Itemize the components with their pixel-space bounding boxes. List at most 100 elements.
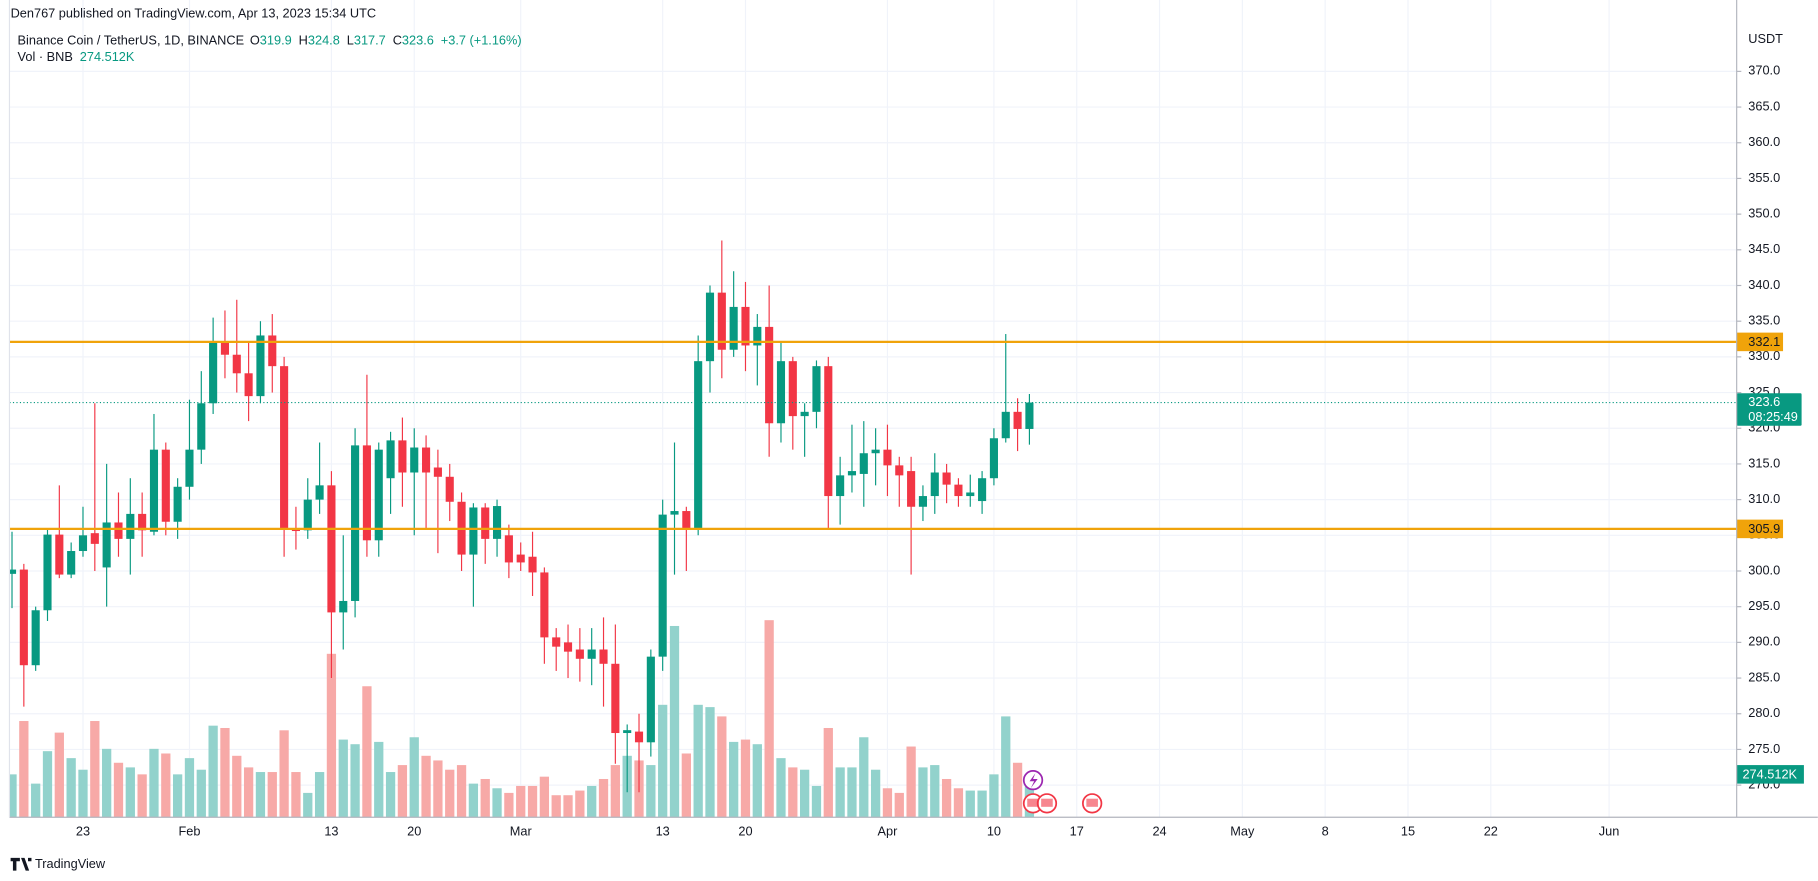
volume-bar xyxy=(776,758,786,818)
x-tick-label: 10 xyxy=(987,824,1001,839)
candle-body xyxy=(67,551,76,575)
volume-bar xyxy=(811,785,822,818)
candle-body xyxy=(540,572,549,638)
candle-body xyxy=(729,306,738,350)
flag-glyph xyxy=(1086,798,1098,807)
candle-body xyxy=(78,535,88,552)
candle-body xyxy=(611,663,620,734)
candle-body xyxy=(256,335,265,397)
logo-mark xyxy=(10,857,32,871)
candle-body xyxy=(930,472,939,497)
candle-body xyxy=(623,730,632,734)
volume-bar xyxy=(291,772,301,818)
volume-bar xyxy=(42,751,53,818)
candle-body xyxy=(422,447,431,473)
x-tick-label: 24 xyxy=(1152,824,1166,839)
candle-body xyxy=(847,471,857,476)
candle-body xyxy=(149,449,159,532)
volume-bar xyxy=(894,792,904,818)
y-tick-label: 350.0 xyxy=(1748,205,1780,220)
candle-body xyxy=(386,440,395,479)
ohlc-value: 319.9 xyxy=(260,33,292,48)
volume-bar xyxy=(54,732,64,818)
event-icons xyxy=(1022,770,1103,814)
overlay-layer: 270.0275.0280.0285.0290.0295.0300.0305.0… xyxy=(9,63,1804,839)
volume-bar xyxy=(102,748,112,818)
candle-body xyxy=(197,403,206,450)
volume-bar xyxy=(658,704,668,818)
countdown-label: 08:25:49 xyxy=(1748,409,1798,424)
published-note: Den767 published on TradingView.com, Apr… xyxy=(11,5,377,20)
candle-body xyxy=(966,492,975,497)
volume-bar xyxy=(208,725,218,818)
volume-bar xyxy=(539,776,550,818)
volume-legend: Vol · BNB 274.512K xyxy=(18,49,135,64)
volume-bar xyxy=(149,748,159,818)
x-tick-label: 20 xyxy=(407,824,421,839)
candle-body xyxy=(753,326,762,346)
candle-body xyxy=(776,361,786,424)
candle-body xyxy=(682,511,691,529)
volume-bar xyxy=(433,760,443,818)
volume-bar xyxy=(941,778,952,818)
volume-bar xyxy=(693,704,703,818)
volume-bar xyxy=(598,778,609,818)
volume-bar xyxy=(31,783,41,818)
volume-bar xyxy=(125,767,135,818)
volume-bar xyxy=(551,795,561,818)
volume-bar xyxy=(78,769,88,818)
volume-bar xyxy=(445,769,455,818)
candle-body xyxy=(528,556,537,573)
candle-body xyxy=(978,478,987,502)
candle-layer xyxy=(9,240,1034,793)
x-tick-label: 22 xyxy=(1484,824,1498,839)
volume-bar xyxy=(930,765,940,818)
volume-bar xyxy=(587,785,597,818)
y-tick-label: 355.0 xyxy=(1748,170,1780,185)
volume-bar xyxy=(243,767,254,818)
candle-body xyxy=(31,610,40,666)
candle-body xyxy=(209,342,218,404)
event-glyph xyxy=(1029,773,1038,789)
candle-body xyxy=(516,554,525,563)
volume-bar xyxy=(882,788,893,818)
volume-bar xyxy=(172,774,183,818)
volume-title: Vol · BNB xyxy=(18,49,73,64)
volume-bar xyxy=(326,653,337,818)
candle-body xyxy=(469,507,478,555)
candle-body xyxy=(942,472,951,485)
volume-bar xyxy=(220,727,230,818)
candle-body xyxy=(492,506,502,539)
candle-body xyxy=(90,533,99,544)
y-tick-label: 275.0 xyxy=(1748,741,1780,756)
candle-body xyxy=(883,449,892,466)
x-tick-label: 23 xyxy=(76,824,90,839)
volume-bar xyxy=(184,758,195,818)
volume-bar xyxy=(504,792,514,818)
candle-body xyxy=(836,475,845,497)
volume-bar xyxy=(303,792,313,818)
volume-bar xyxy=(374,741,384,818)
candle-body xyxy=(918,496,927,507)
y-tick-label: 365.0 xyxy=(1748,98,1780,113)
y-tick-label: 360.0 xyxy=(1748,134,1780,149)
candle-body xyxy=(9,569,17,574)
candle-body xyxy=(670,511,679,515)
candle-body xyxy=(315,485,324,500)
candle-body xyxy=(871,449,880,454)
candle-body xyxy=(634,731,644,743)
x-tick-label: 13 xyxy=(656,824,670,839)
ohlc-value: 324.8 xyxy=(308,33,340,48)
volume-bar xyxy=(646,765,656,818)
candle-body xyxy=(398,440,407,473)
volume-bar xyxy=(397,765,408,818)
volume-bar xyxy=(705,707,715,818)
volume-bar xyxy=(492,788,502,818)
candle-body xyxy=(303,499,312,531)
volume-bar xyxy=(527,785,538,818)
level-tag-label: 305.9 xyxy=(1748,521,1780,536)
ohlc-value: 317.7 xyxy=(354,33,386,48)
volume-tag xyxy=(1736,765,1804,784)
volume-bar xyxy=(977,790,987,818)
